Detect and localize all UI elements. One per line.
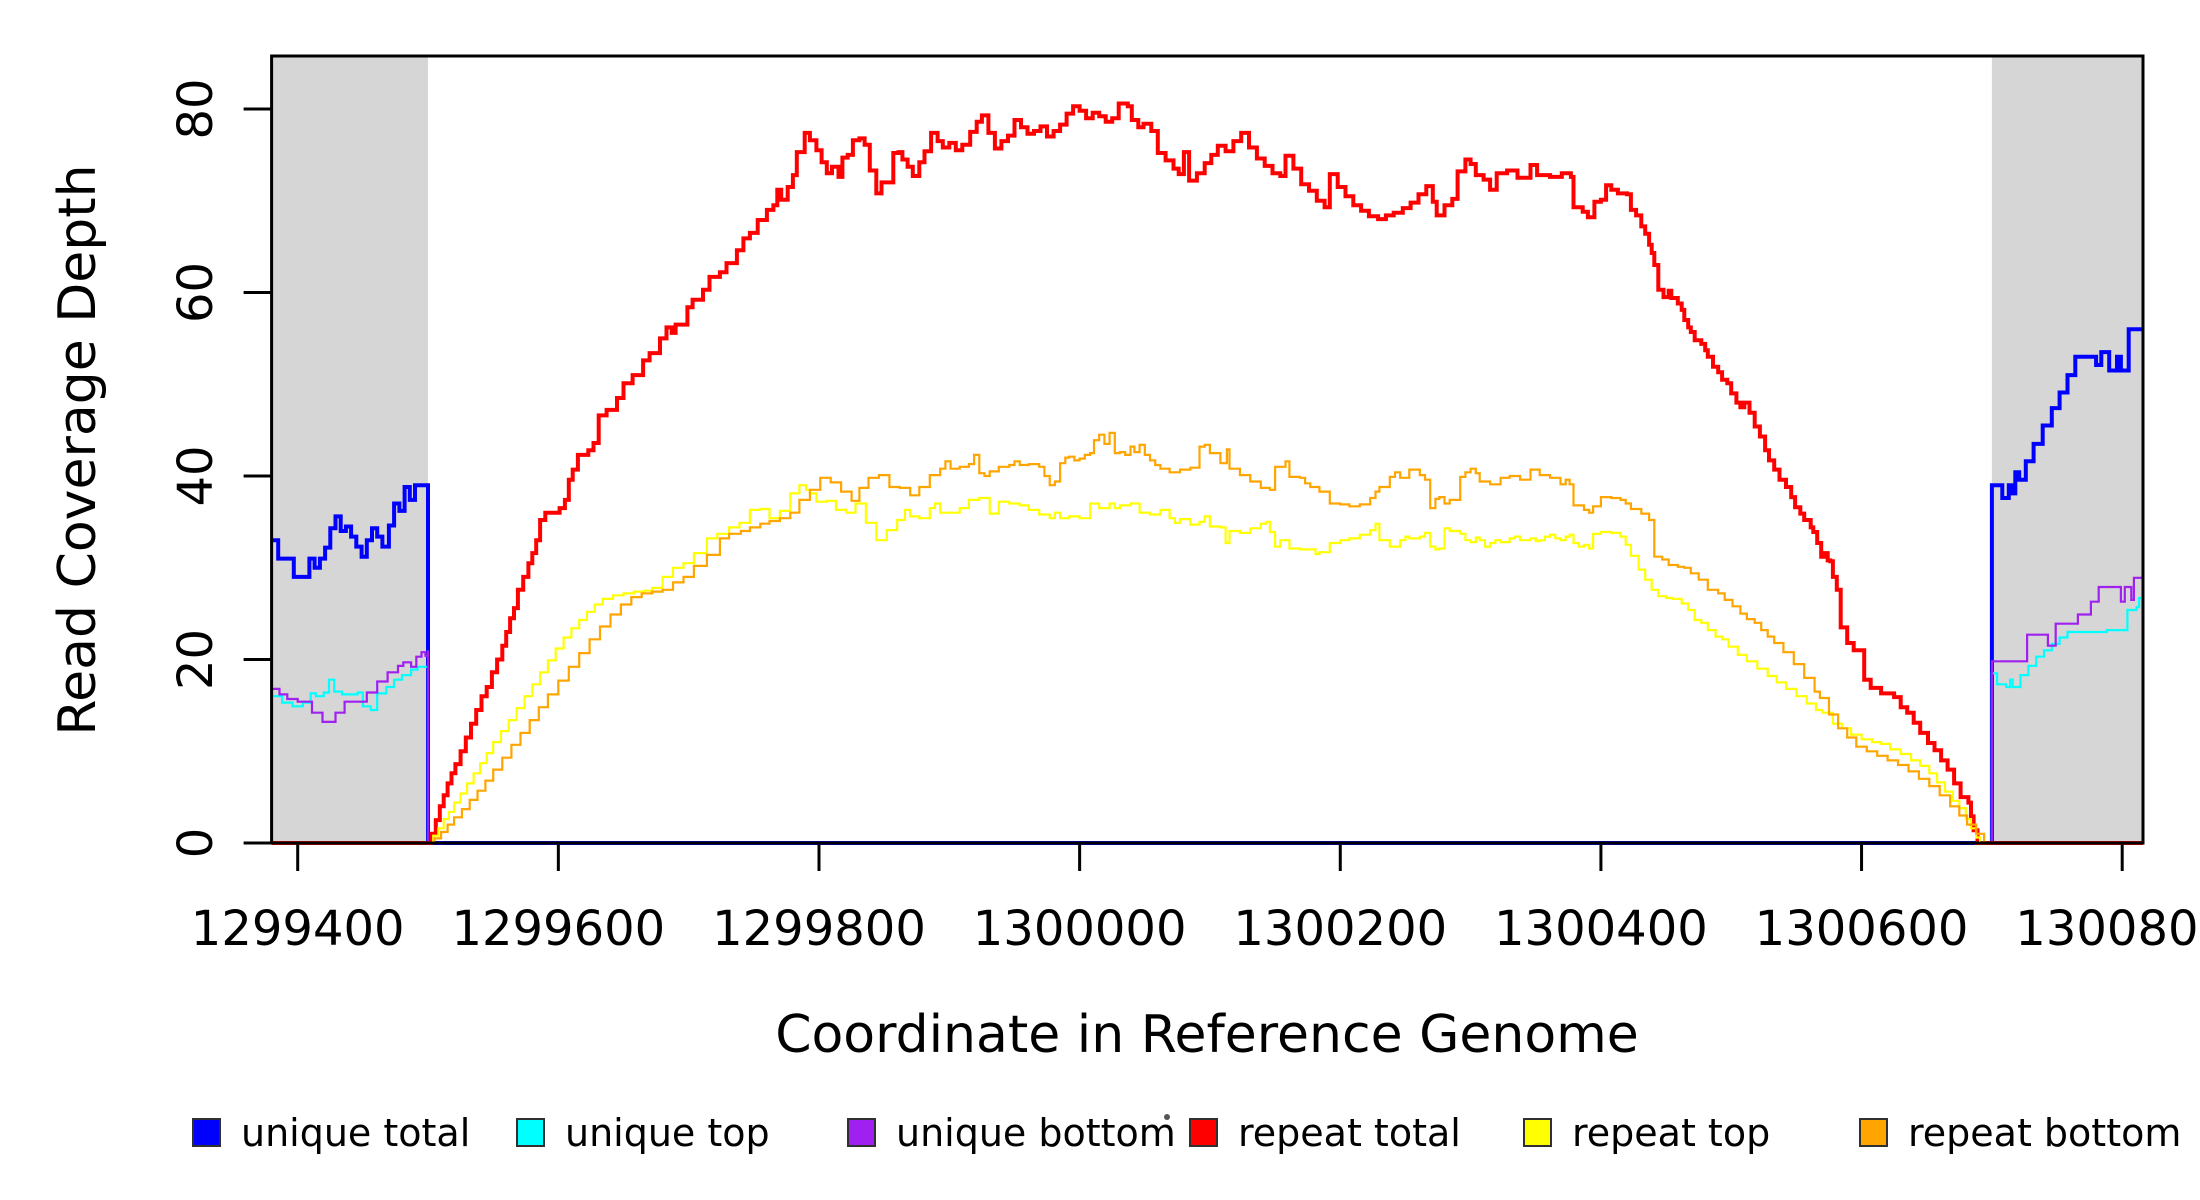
x-tick-label: 1300600 xyxy=(1755,901,1969,957)
x-tick-label: 1300200 xyxy=(1233,901,1447,957)
legend-swatch xyxy=(192,1118,221,1147)
axes-layer: 1299400 1299600 1299800 1300000 1300200 13004… xyxy=(168,78,2200,957)
legend-item: repeat total xyxy=(1189,1111,1461,1155)
legend: unique total unique top unique bottom repea… xyxy=(192,1111,2181,1155)
x-tick-label: 1299600 xyxy=(451,901,665,957)
y-tick-label: 60 xyxy=(168,262,224,323)
y-tick-label: 80 xyxy=(168,78,224,139)
y-tick-label: 40 xyxy=(168,445,224,506)
series-layer xyxy=(271,101,2144,845)
legend-swatch xyxy=(516,1118,545,1147)
legend-item: unique top xyxy=(516,1111,770,1155)
legend-item: unique bottom xyxy=(847,1111,1176,1155)
legend-label: repeat top xyxy=(1572,1111,1770,1155)
shaded-region xyxy=(1991,56,2144,843)
legend-item: repeat top xyxy=(1523,1111,1770,1155)
series-line-unique-top xyxy=(271,596,2144,845)
x-tick-label: 1300400 xyxy=(1494,901,1708,957)
legend-swatch xyxy=(1859,1118,1888,1147)
series-line-repeat-bottom xyxy=(271,431,2144,845)
legend-item: repeat bottom xyxy=(1859,1111,2181,1155)
x-tick-label: 1299800 xyxy=(712,901,926,957)
legend-swatch xyxy=(1523,1118,1552,1147)
legend-label: unique top xyxy=(565,1111,770,1155)
legend-swatch xyxy=(1189,1118,1218,1147)
legend-label: repeat bottom xyxy=(1908,1111,2181,1155)
shaded-regions-layer xyxy=(271,56,2144,843)
series-line-unique-bottom xyxy=(271,576,2144,845)
legend-label: repeat total xyxy=(1238,1111,1461,1155)
x-tick-label: 1299400 xyxy=(191,901,405,957)
legend-label: unique bottom xyxy=(896,1111,1176,1155)
series-line-repeat-total xyxy=(271,101,2144,845)
y-tick-label: 20 xyxy=(168,629,224,690)
series-line-repeat-top xyxy=(271,484,2144,845)
y-tick-label: 0 xyxy=(168,828,224,859)
x-axis-title: Coordinate in Reference Genome xyxy=(775,1005,1639,1065)
stray-dot xyxy=(1164,1114,1170,1120)
x-tick-label: 1300000 xyxy=(973,901,1187,957)
legend-label: unique total xyxy=(241,1111,470,1155)
shaded-region xyxy=(271,56,429,843)
series-line-unique-total xyxy=(271,327,2144,845)
legend-item: unique total xyxy=(192,1111,470,1155)
plot-box xyxy=(270,54,2145,845)
legend-swatch xyxy=(847,1118,876,1147)
y-axis-title: Read Coverage Depth xyxy=(48,164,108,735)
